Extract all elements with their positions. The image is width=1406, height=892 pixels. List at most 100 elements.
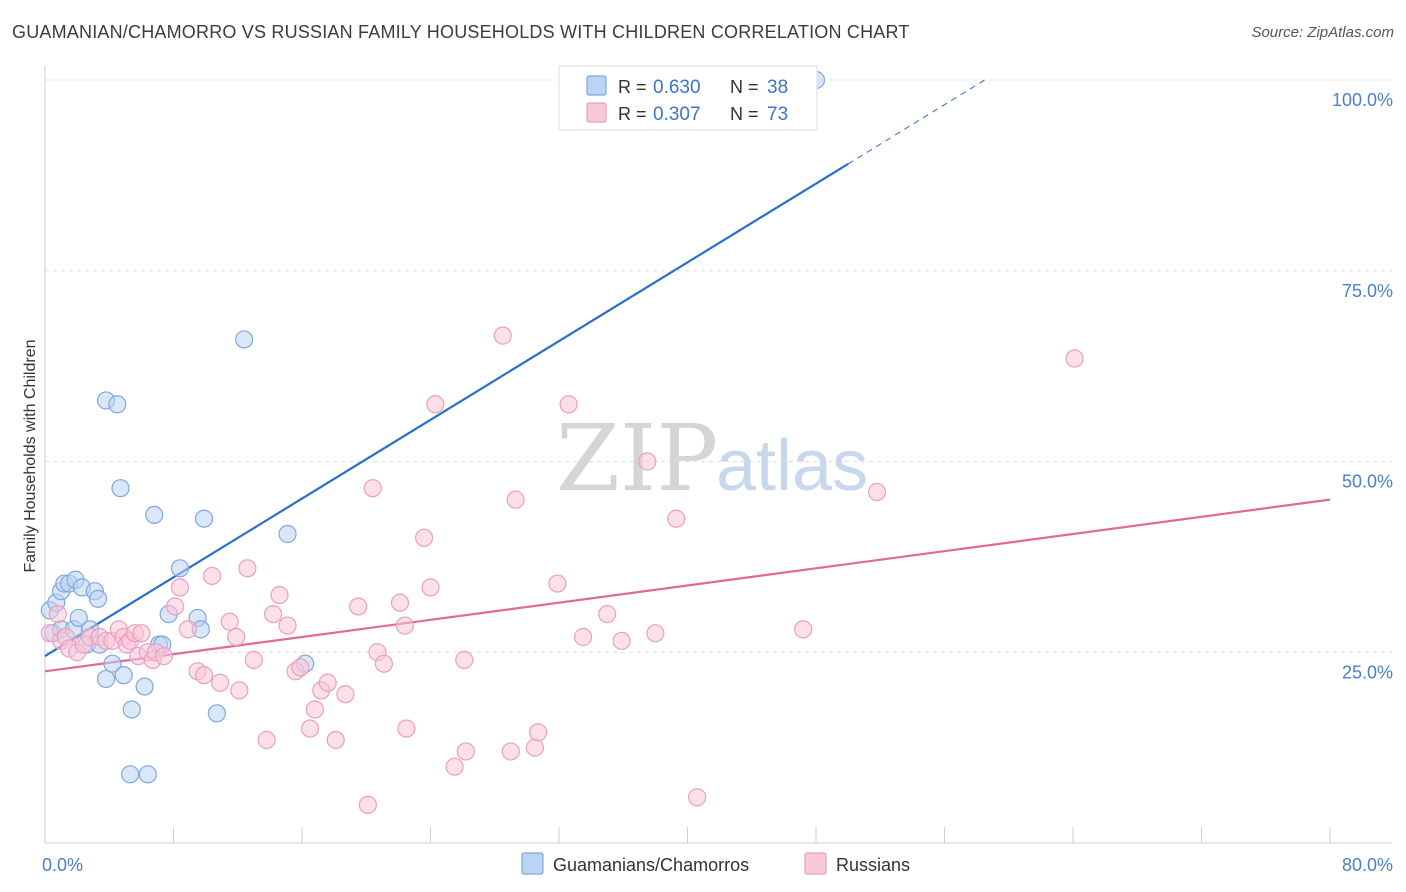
point-russian <box>238 559 257 578</box>
point-russian <box>390 593 410 612</box>
source-credit: Source: ZipAtlas.com <box>1251 24 1394 41</box>
point-russian <box>166 597 185 616</box>
point-russian <box>227 627 246 647</box>
legend-n-label-2: N = <box>730 104 759 124</box>
x-tick-label: 0.0% <box>42 855 83 875</box>
trend-lines <box>44 79 1331 673</box>
x-tick-label: 80.0% <box>1342 855 1393 875</box>
y-axis-title: Family Households with Children <box>22 340 39 573</box>
point-russian <box>456 742 475 761</box>
point-russian <box>291 658 310 677</box>
legend-swatch-blue <box>586 75 607 96</box>
point-russian <box>326 730 345 750</box>
point-russian <box>525 738 545 757</box>
point-guamanian <box>145 505 164 525</box>
legend-n-label-1: N = <box>730 77 759 97</box>
point-russian <box>230 681 249 700</box>
y-tick-label: 50.0% <box>1342 472 1393 492</box>
legend-r-value-1: 0.630 <box>653 77 701 98</box>
point-russian <box>688 788 707 807</box>
legend-swatch-pink <box>586 102 607 123</box>
point-russian <box>178 620 198 639</box>
legend-series: Guamanians/Chamorros Russians <box>521 852 910 875</box>
point-russian <box>598 604 617 624</box>
point-russian <box>867 482 887 502</box>
legend-bottom-swatch-pink <box>804 852 827 875</box>
point-russian <box>300 719 320 738</box>
point-russian <box>414 528 434 547</box>
point-guamanian <box>278 524 297 544</box>
point-russian <box>374 654 394 673</box>
point-russian <box>638 452 657 471</box>
point-russian <box>154 646 173 666</box>
point-russian <box>455 650 474 669</box>
point-russian <box>170 578 190 597</box>
point-russian <box>506 490 525 509</box>
point-russian <box>257 730 276 750</box>
legend-n-value-1: 38 <box>767 77 788 98</box>
point-guamanian <box>170 559 190 578</box>
legend-n-value-2: 73 <box>767 104 788 125</box>
point-russian <box>244 650 263 669</box>
chart-title: GUAMANIAN/CHAMORRO VS RUSSIAN FAMILY HOU… <box>12 22 910 42</box>
watermark-zip: ZIP <box>556 405 718 512</box>
point-guamanian <box>88 589 108 608</box>
point-russian <box>426 395 445 414</box>
trend-line-russian <box>44 498 1331 673</box>
trend-line-guamanian-extension <box>847 79 985 165</box>
point-guamanian <box>135 677 154 696</box>
point-russian <box>667 509 686 528</box>
axes <box>44 66 1392 844</box>
point-russian <box>318 673 337 692</box>
point-russian <box>548 574 567 593</box>
y-tick-label: 100.0% <box>1332 90 1393 110</box>
point-russian <box>612 631 631 650</box>
point-russian <box>794 620 813 639</box>
tick-labels: 25.0% 50.0% 75.0% 100.0% 0.0% 80.0% <box>42 90 1393 875</box>
point-russian <box>220 612 239 631</box>
point-russian <box>445 757 464 776</box>
point-guamanian <box>138 765 157 784</box>
point-russian <box>336 685 355 704</box>
point-russian <box>202 566 222 586</box>
data-points <box>40 70 1084 814</box>
y-tick-label: 75.0% <box>1342 281 1393 301</box>
point-russian <box>501 742 520 761</box>
point-russian <box>573 627 593 647</box>
grid <box>45 79 1392 653</box>
legend-r-label-1: R = <box>618 77 647 97</box>
point-russian <box>305 700 324 719</box>
point-russian <box>1065 349 1084 368</box>
point-russian <box>194 666 214 685</box>
point-guamanian <box>103 654 122 673</box>
watermark-atlas: atlas <box>716 426 868 506</box>
point-russian <box>363 479 382 498</box>
point-russian <box>559 395 578 414</box>
point-russian <box>210 673 230 692</box>
point-russian <box>349 597 368 616</box>
legend-bottom-swatch-blue <box>521 852 544 875</box>
point-guamanian <box>207 704 226 723</box>
point-russian <box>529 723 548 742</box>
point-guamanian <box>194 509 214 528</box>
point-guamanian <box>111 479 130 498</box>
legend-label-russians: Russians <box>836 855 910 875</box>
legend-stats: R = 0.630 N = 38 R = 0.307 N = 73 <box>558 65 818 131</box>
watermark: ZIP atlas <box>556 405 868 512</box>
point-guamanian <box>96 669 116 689</box>
point-guamanian <box>122 700 141 719</box>
point-guamanian <box>121 765 140 784</box>
point-russian <box>493 326 512 345</box>
legend-r-value-2: 0.307 <box>653 104 701 125</box>
point-guamanian <box>108 395 127 414</box>
point-russian <box>421 578 440 597</box>
point-russian <box>278 616 297 635</box>
point-guamanian <box>69 608 88 628</box>
point-guamanian <box>114 666 133 685</box>
point-russian <box>358 795 377 814</box>
point-russian <box>270 585 289 605</box>
point-russian <box>646 624 665 643</box>
point-russian <box>132 624 151 643</box>
y-tick-label: 25.0% <box>1342 662 1393 682</box>
